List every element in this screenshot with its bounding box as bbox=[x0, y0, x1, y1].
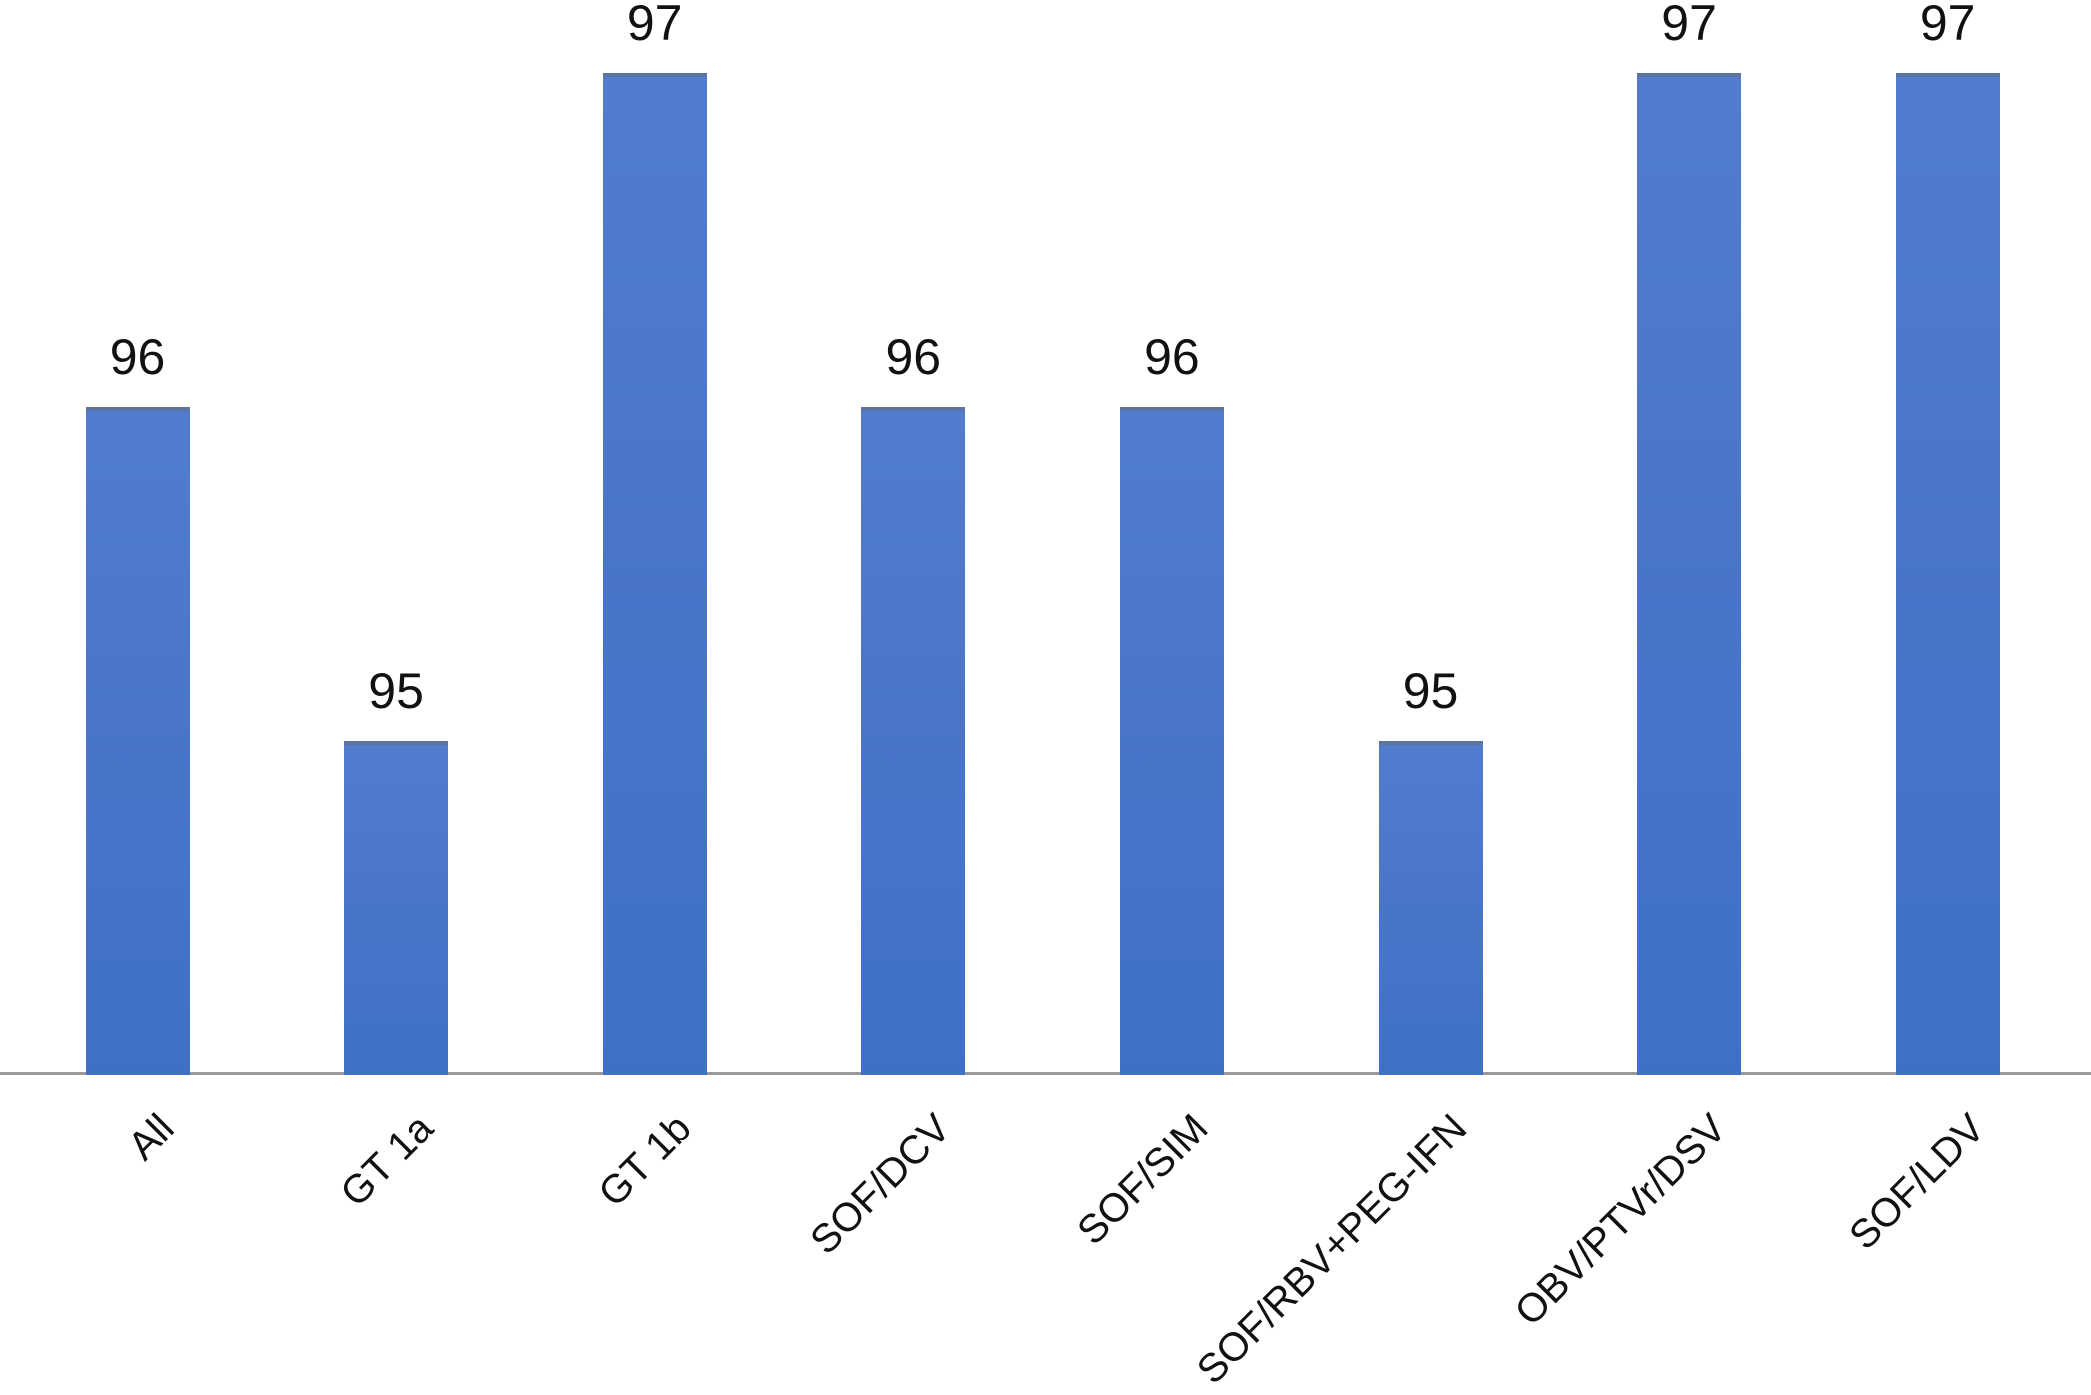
bar bbox=[1378, 741, 1483, 1075]
bar-value-label: 95 bbox=[368, 663, 424, 719]
x-axis-tick-label: GT 1a bbox=[332, 1106, 442, 1216]
x-axis-tick-label: SOF/LDV bbox=[1840, 1106, 1993, 1259]
bar bbox=[1119, 407, 1224, 1075]
bar bbox=[602, 73, 707, 1075]
bar-value-label: 97 bbox=[626, 0, 683, 51]
bar bbox=[85, 407, 190, 1075]
bar bbox=[1895, 73, 2000, 1075]
bar-value-label: 96 bbox=[885, 329, 942, 385]
bar-value-label: 96 bbox=[1144, 329, 1200, 385]
x-axis-tick-label: All bbox=[120, 1106, 183, 1169]
bar bbox=[861, 407, 966, 1075]
x-axis-tick-label: OBV/PTVr/DSV bbox=[1506, 1106, 1735, 1335]
x-axis-tick-label: SOF/RBV+PEG-IFN bbox=[1189, 1106, 1476, 1393]
bar bbox=[1637, 73, 1742, 1075]
bar-value-label: 96 bbox=[109, 329, 166, 385]
bar-value-label: 97 bbox=[1661, 0, 1717, 51]
x-axis-tick-label: SOF/SIM bbox=[1069, 1106, 1218, 1254]
x-axis-tick-label: SOF/DCV bbox=[801, 1106, 959, 1263]
bar-value-label: 95 bbox=[1402, 663, 1459, 719]
x-axis-tick-label: GT 1b bbox=[590, 1106, 700, 1216]
bar bbox=[344, 741, 449, 1075]
x-axis-line bbox=[0, 1072, 2091, 1075]
bar-value-label: 97 bbox=[1919, 0, 1976, 51]
